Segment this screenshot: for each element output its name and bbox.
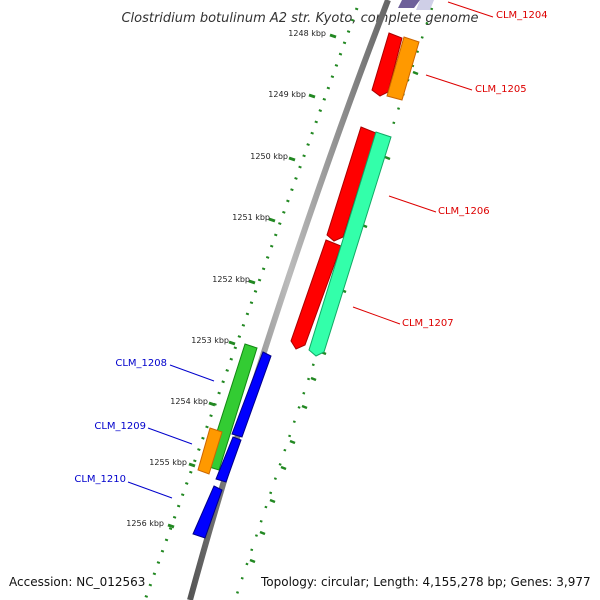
gene-label[interactable]: CLM_1209 bbox=[94, 421, 146, 432]
major-ticks bbox=[167, 33, 337, 529]
tick-label: 1251 kbp bbox=[232, 213, 270, 222]
tick-label: 1255 kbp bbox=[149, 458, 187, 467]
gene-label[interactable]: CLM_1208 bbox=[115, 358, 167, 369]
gene-labels: CLM_1204 CLM_1205 CLM_1206 CLM_1207 CLM_… bbox=[74, 10, 547, 485]
map-title: Clostridium botulinum A2 str. Kyoto, com… bbox=[121, 11, 478, 26]
gene-label[interactable]: CLM_1205 bbox=[475, 84, 527, 95]
gene-label[interactable]: CLM_1204 bbox=[496, 10, 548, 21]
gene-feature-clm-1206-red[interactable] bbox=[326, 126, 377, 242]
tick-label: 1249 kbp bbox=[268, 90, 306, 99]
tick-label: 1253 kbp bbox=[191, 336, 229, 345]
gene-feature-clm-1209-orange[interactable] bbox=[197, 427, 223, 475]
topology-text: Topology: circular; Length: 4,155,278 bp… bbox=[261, 575, 591, 589]
accession-text: Accession: NC_012563 bbox=[9, 575, 146, 589]
tick-label: 1252 kbp bbox=[212, 275, 250, 284]
tick-labels: 1248 kbp 1249 kbp 1250 kbp 1251 kbp 1252… bbox=[126, 29, 326, 528]
gene-label[interactable]: CLM_1210 bbox=[74, 474, 126, 485]
gene-feature-clm-1205-orange[interactable] bbox=[386, 36, 420, 101]
callout-lines bbox=[127, 1, 494, 499]
gene-feature-clm-1210-blue[interactable] bbox=[192, 485, 223, 539]
gene-feature-clm-1205-red[interactable] bbox=[371, 32, 403, 97]
tick-label: 1250 kbp bbox=[250, 152, 288, 161]
gene-feature-clm-1207-red[interactable] bbox=[290, 239, 342, 350]
gene-label[interactable]: CLM_1206 bbox=[438, 206, 490, 217]
gene-feature-clm-1208-blue[interactable] bbox=[231, 351, 272, 438]
gene-feature-clm-1204b[interactable] bbox=[416, 0, 434, 10]
gene-feature-teal[interactable] bbox=[308, 131, 392, 357]
tick-label: 1254 kbp bbox=[170, 397, 208, 406]
gene-label[interactable]: CLM_1207 bbox=[402, 318, 454, 329]
gene-feature-clm-1204[interactable] bbox=[398, 0, 420, 8]
gene-features bbox=[192, 0, 434, 539]
tick-label: 1248 kbp bbox=[288, 29, 326, 38]
tick-label: 1256 kbp bbox=[126, 519, 164, 528]
gene-feature-clm-1209-blue[interactable] bbox=[215, 436, 242, 483]
